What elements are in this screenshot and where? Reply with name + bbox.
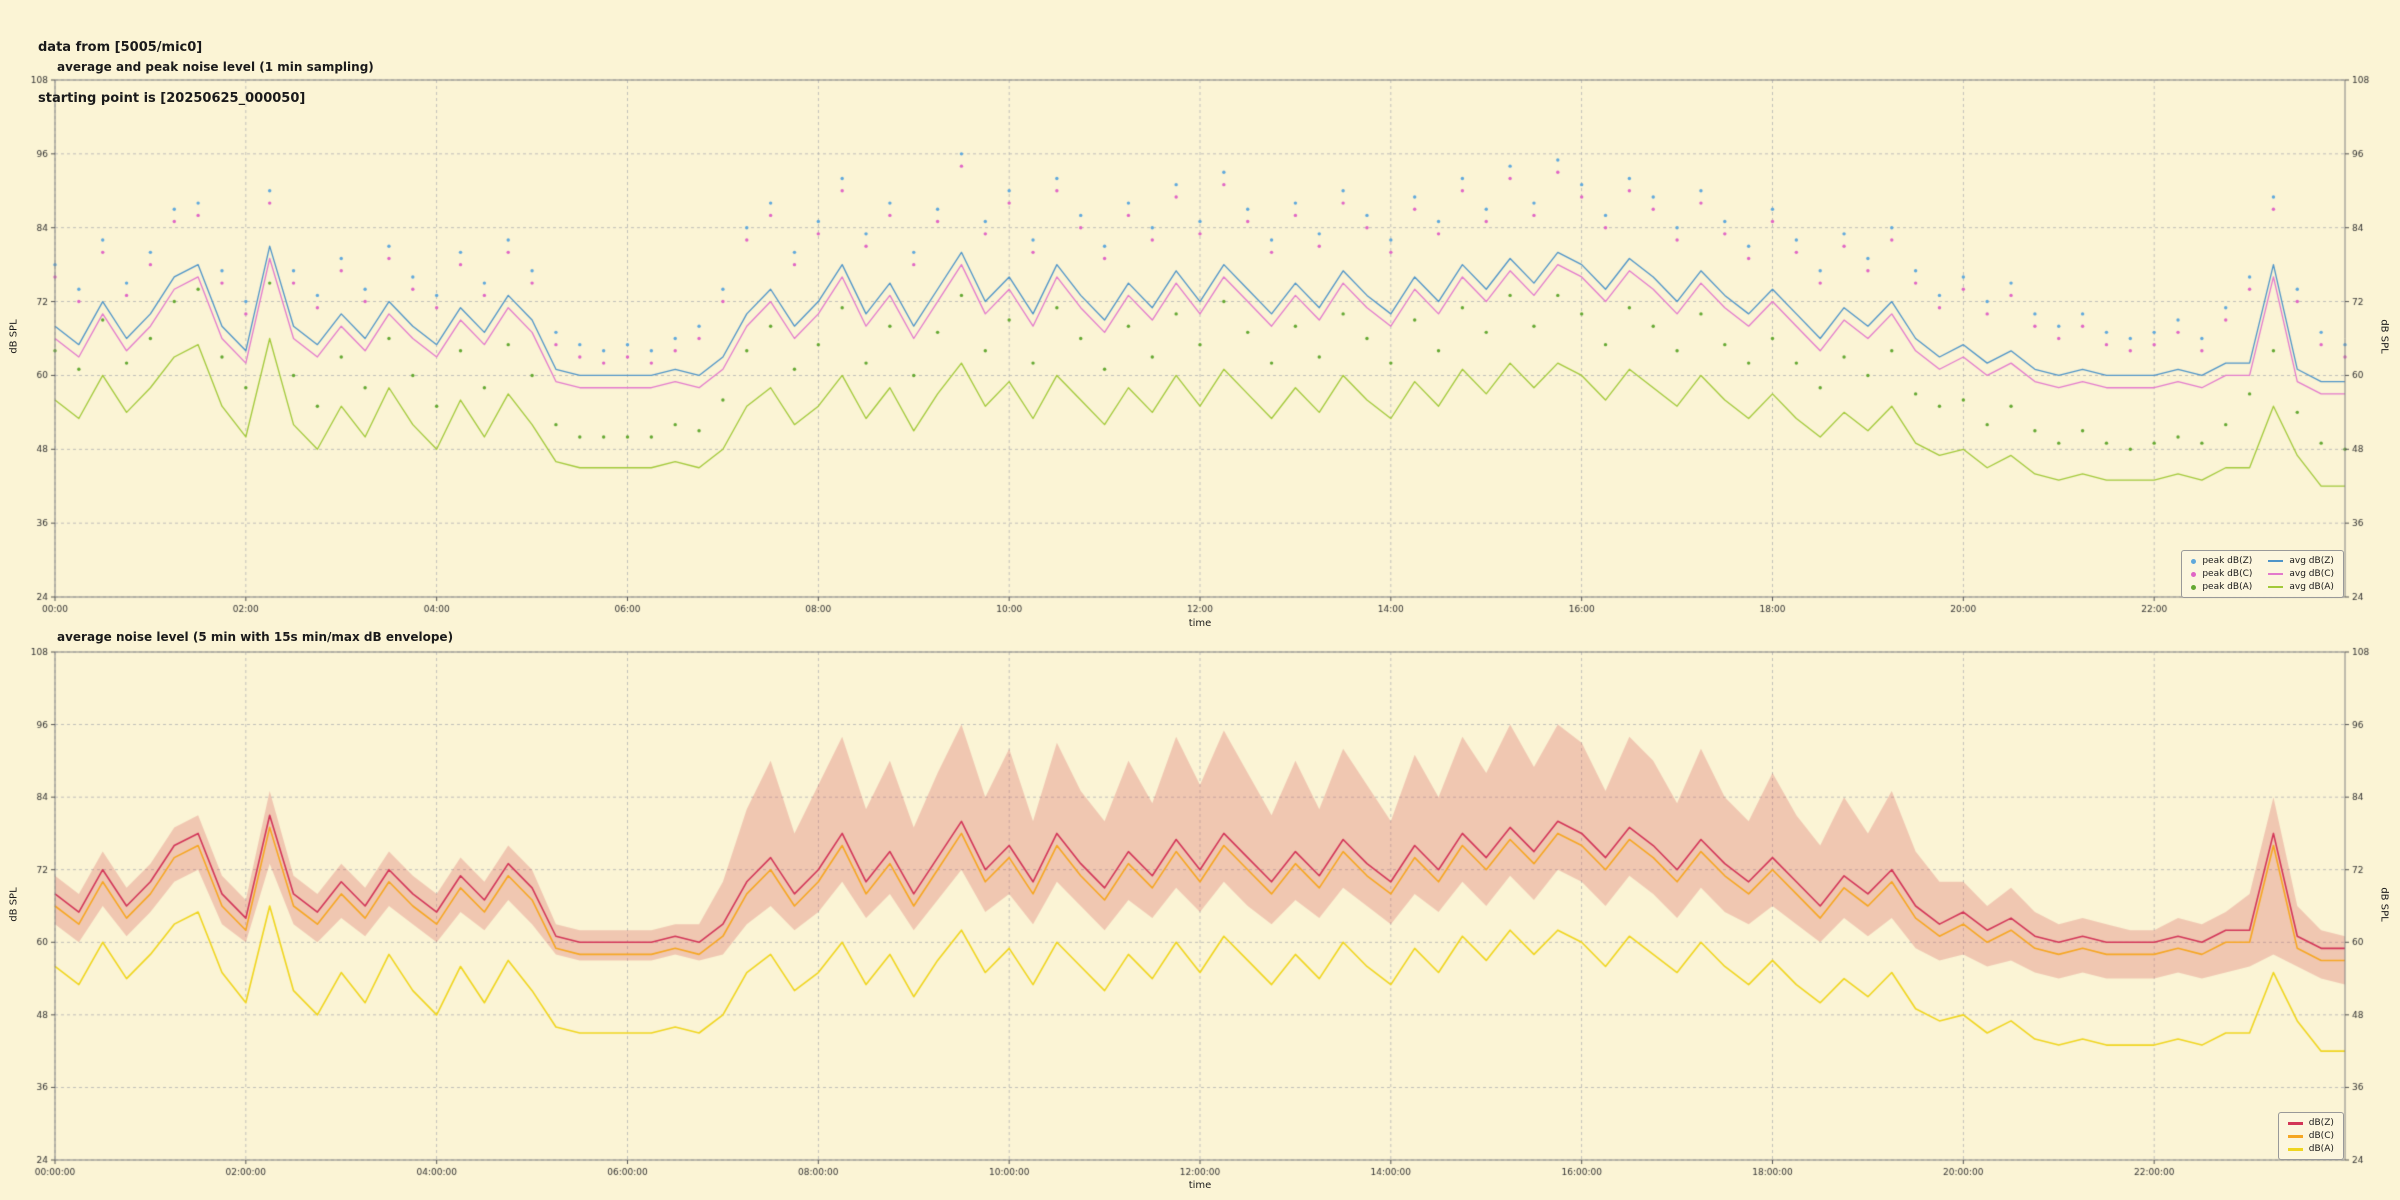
top-chart-xlabel: time	[1188, 618, 1212, 629]
line-marker-icon	[2268, 586, 2284, 588]
dot-marker-icon	[2191, 571, 2197, 577]
line-marker-icon	[2287, 1134, 2303, 1138]
line-marker-icon	[2268, 573, 2284, 575]
legend-label: dB(C)	[2308, 1131, 2334, 1141]
line-marker-icon	[2287, 1147, 2303, 1151]
bottom-chart-ylabel-left: dB SPL	[8, 887, 20, 922]
legend-label: dB(A)	[2308, 1144, 2334, 1154]
line-marker-icon	[2287, 1121, 2303, 1125]
top-chart-ylabel-left: dB SPL	[8, 319, 20, 354]
header: data from [5005/mic0] starting point is …	[38, 5, 305, 124]
legend-item-peak-db-c-: peak dB(C)	[2191, 569, 2252, 579]
dot-marker-icon	[2191, 584, 2197, 590]
legend-item-db-z-: dB(Z)	[2287, 1118, 2334, 1128]
legend-item-db-a-: dB(A)	[2287, 1144, 2334, 1154]
header-data-source: data from [5005/mic0]	[38, 40, 203, 55]
legend-item-avg-db-z-: avg dB(Z)	[2268, 556, 2334, 566]
legend-item-peak-db-z-: peak dB(Z)	[2191, 556, 2252, 566]
bottom-chart-ylabel-right: dB SPL	[2378, 887, 2390, 922]
bottom-chart-legend: dB(Z) dB(C) dB(A)	[2277, 1112, 2344, 1160]
legend-item-peak-db-a-: peak dB(A)	[2191, 582, 2252, 592]
legend-label: peak dB(C)	[2202, 569, 2253, 579]
legend-label: avg dB(A)	[2289, 582, 2334, 592]
legend-label: peak dB(Z)	[2202, 556, 2253, 566]
top-chart-legend: peak dB(Z) peak dB(C) peak dB(A) avg dB(Z) a…	[2181, 550, 2344, 598]
line-marker-icon	[2268, 560, 2284, 562]
legend-item-avg-db-c-: avg dB(C)	[2268, 569, 2334, 579]
legend-label: avg dB(Z)	[2289, 556, 2334, 566]
legend-label: peak dB(A)	[2202, 582, 2253, 592]
bottom-chart-xlabel: time	[1188, 1180, 1212, 1191]
legend-label: dB(Z)	[2308, 1118, 2334, 1128]
legend-item-avg-db-a-: avg dB(A)	[2268, 582, 2334, 592]
top-chart-ylabel-right: dB SPL	[2378, 319, 2390, 354]
bottom-chart-title: average noise level (5 min with 15s min/…	[57, 630, 454, 644]
header-start-time: starting point is [20250625_000050]	[38, 91, 306, 106]
legend-label: avg dB(C)	[2289, 569, 2334, 579]
top-chart-title: average and peak noise level (1 min samp…	[57, 60, 374, 74]
dot-marker-icon	[2191, 558, 2197, 564]
legend-item-db-c-: dB(C)	[2287, 1131, 2334, 1141]
